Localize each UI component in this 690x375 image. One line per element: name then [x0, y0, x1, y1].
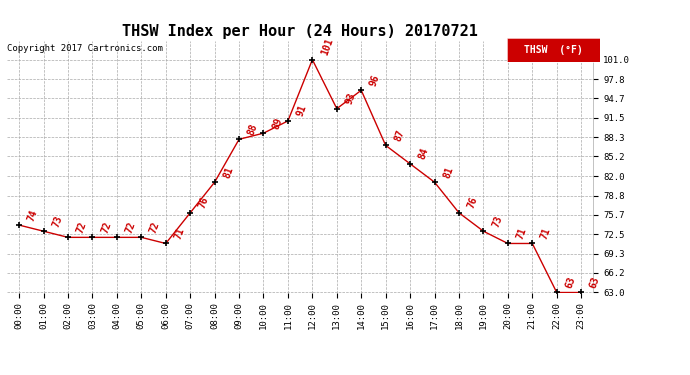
Text: 72: 72 — [99, 220, 112, 235]
Text: 71: 71 — [540, 226, 553, 241]
Text: 73: 73 — [491, 214, 504, 228]
Text: 76: 76 — [197, 196, 210, 210]
Text: 96: 96 — [368, 73, 382, 87]
Text: 91: 91 — [295, 104, 308, 118]
Text: 93: 93 — [344, 92, 357, 106]
Text: 72: 72 — [124, 220, 137, 235]
Text: Copyright 2017 Cartronics.com: Copyright 2017 Cartronics.com — [7, 44, 163, 53]
Text: 74: 74 — [26, 208, 39, 222]
Text: 72: 72 — [148, 220, 161, 235]
Text: 101: 101 — [319, 37, 335, 57]
Text: 88: 88 — [246, 122, 259, 136]
Text: THSW  (°F): THSW (°F) — [524, 45, 583, 55]
Text: 71: 71 — [515, 226, 529, 241]
Text: 73: 73 — [50, 214, 64, 228]
Text: 72: 72 — [75, 220, 88, 235]
Title: THSW Index per Hour (24 Hours) 20170721: THSW Index per Hour (24 Hours) 20170721 — [122, 24, 478, 39]
Text: 81: 81 — [221, 165, 235, 179]
Text: 89: 89 — [270, 116, 284, 130]
Text: 71: 71 — [172, 226, 186, 241]
Text: 63: 63 — [588, 275, 602, 290]
Text: 76: 76 — [466, 196, 480, 210]
Text: 84: 84 — [417, 147, 431, 161]
Text: 81: 81 — [442, 165, 455, 179]
Text: 87: 87 — [393, 128, 406, 142]
Text: 63: 63 — [564, 275, 577, 290]
